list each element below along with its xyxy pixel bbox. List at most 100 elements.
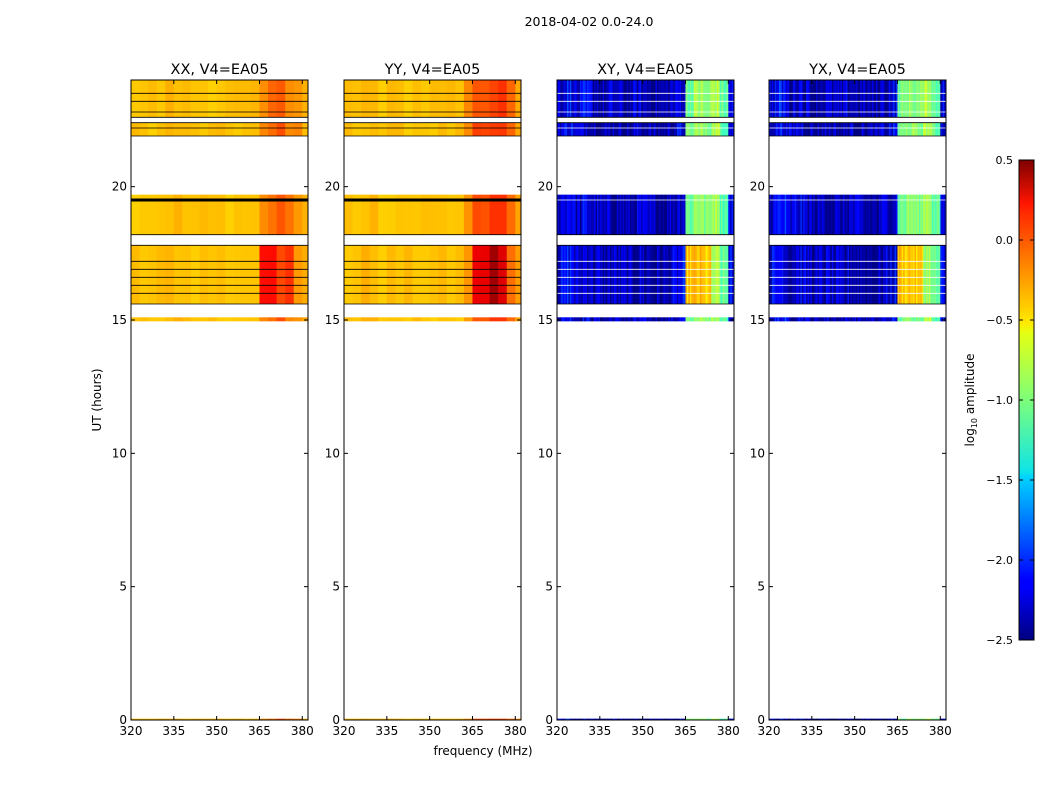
heat-cell — [830, 80, 833, 118]
heat-cell — [652, 718, 655, 721]
heat-cell — [924, 317, 927, 322]
heat-cell — [575, 317, 578, 322]
heat-cell — [854, 122, 857, 136]
heat-cell — [704, 718, 706, 721]
heat-cell — [655, 194, 658, 235]
heat-cell — [619, 245, 622, 304]
heat-cell — [781, 80, 784, 118]
heat-cell — [571, 317, 574, 322]
heat-cell — [156, 718, 166, 721]
heat-cell — [827, 194, 830, 235]
heat-cell — [656, 122, 659, 136]
heat-cell — [910, 194, 913, 235]
heat-cell — [778, 194, 781, 235]
heat-cell — [901, 317, 904, 322]
heat-cell — [841, 245, 844, 304]
heat-cell — [728, 194, 730, 235]
heat-cell — [585, 122, 588, 136]
heat-cell — [914, 245, 917, 304]
heat-cell — [148, 317, 158, 322]
heat-cell — [579, 245, 582, 304]
heat-cell — [873, 194, 876, 235]
heat-cell — [810, 80, 813, 118]
heat-cell — [672, 718, 675, 721]
heat-cell — [833, 245, 836, 304]
heat-cell — [818, 317, 821, 322]
heat-cell — [686, 718, 689, 721]
heat-cell — [920, 317, 923, 322]
heat-cell — [811, 245, 814, 304]
heat-cell — [871, 317, 874, 322]
heat-cell — [808, 245, 811, 304]
heat-cell — [769, 718, 771, 721]
heat-cell — [724, 245, 726, 304]
heat-cell — [692, 194, 695, 235]
heat-cell — [920, 718, 923, 721]
panel-background — [557, 80, 734, 720]
heat-cell — [639, 245, 642, 304]
heat-cell — [894, 122, 897, 136]
heat-cell — [199, 245, 209, 304]
heat-cell — [579, 122, 582, 136]
heat-cell — [787, 80, 790, 118]
heat-cell — [614, 245, 616, 304]
heat-cell — [386, 245, 396, 304]
heat-cell — [156, 122, 166, 136]
heat-cell — [857, 317, 860, 322]
heat-cell — [569, 317, 572, 322]
heat-cell — [557, 317, 559, 322]
heat-cell — [797, 718, 800, 721]
heat-cell — [804, 122, 807, 136]
heat-cell — [931, 245, 934, 304]
heat-cell — [293, 317, 303, 322]
heat-cell — [631, 194, 634, 235]
heat-cell — [629, 122, 632, 136]
heat-cell — [924, 80, 927, 118]
heat-cell — [878, 245, 881, 304]
heat-cell — [561, 317, 564, 322]
heat-cell — [216, 718, 226, 721]
heat-cell — [676, 718, 679, 721]
heat-cell — [489, 245, 499, 304]
heat-cell — [801, 245, 804, 304]
heat-cell — [606, 718, 609, 721]
heat-cell — [731, 80, 733, 118]
heat-cell — [786, 122, 788, 136]
heat-cell — [591, 245, 594, 304]
heat-cell — [870, 317, 873, 322]
heat-cell — [276, 80, 286, 118]
heat-cell — [773, 122, 776, 136]
heat-cell — [944, 194, 946, 235]
heat-cell — [669, 245, 672, 304]
heat-cell — [854, 194, 857, 235]
heat-cell — [421, 718, 431, 721]
heat-cell — [853, 317, 856, 322]
heat-cell — [924, 122, 927, 136]
heat-cell — [911, 317, 914, 322]
heat-cell — [641, 317, 644, 322]
heat-cell — [250, 718, 260, 721]
heat-cell — [944, 245, 946, 304]
heat-cell — [725, 718, 728, 721]
heat-cell — [696, 317, 699, 322]
heat-cell — [719, 80, 722, 118]
heat-cell — [666, 194, 669, 235]
heat-cell — [695, 122, 698, 136]
heat-cell — [631, 80, 634, 118]
heat-cell — [586, 80, 589, 118]
heat-cell — [827, 122, 830, 136]
heat-cell — [890, 80, 893, 118]
heat-cell — [722, 317, 725, 322]
heat-cell — [873, 122, 876, 136]
y-tick-label: 20 — [112, 180, 127, 194]
heat-cell — [894, 317, 897, 322]
heat-cell — [788, 122, 791, 136]
heat-cell — [821, 317, 824, 322]
heat-cell — [662, 317, 665, 322]
heat-cell — [887, 245, 890, 304]
heat-cell — [216, 245, 226, 304]
heat-cell — [702, 80, 705, 118]
heat-cell — [721, 718, 723, 721]
heat-cell — [904, 718, 907, 721]
heat-cell — [566, 317, 569, 322]
